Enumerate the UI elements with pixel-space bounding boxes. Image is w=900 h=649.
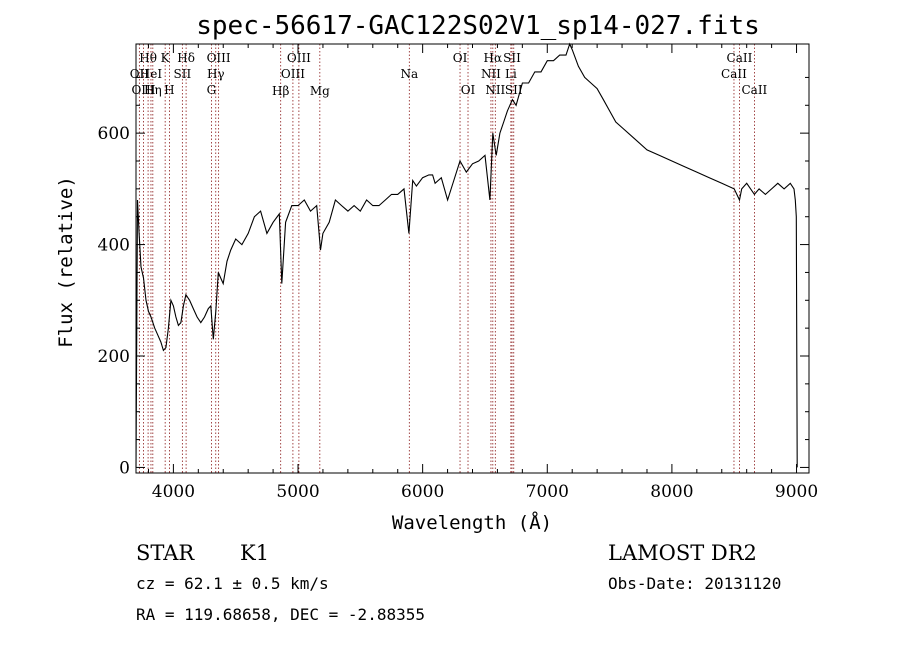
x-tick-label-5000: 5000 xyxy=(276,482,319,502)
line-label-4: Hη xyxy=(144,83,162,97)
line-label-13: OIII xyxy=(287,51,311,65)
line-label-17: OI xyxy=(453,51,468,65)
object-subclass: K1 xyxy=(240,541,269,565)
y-tick-label-600: 600 xyxy=(98,124,130,144)
line-label-20: NII xyxy=(481,67,501,81)
line-label-7: SII xyxy=(174,67,192,81)
line-label-12: Hβ xyxy=(272,84,289,98)
line-label-19: Hα xyxy=(484,51,503,65)
line-label-6: H xyxy=(164,83,174,97)
line-label-14: OIII xyxy=(281,67,305,81)
y-tick-label-0: 0 xyxy=(119,458,130,478)
spectrum-line xyxy=(135,42,798,468)
y-tick-label-400: 400 xyxy=(98,236,130,256)
observation-date: Obs-Date: 20131120 xyxy=(608,574,781,593)
y-axis-ticks: 0 200 400 600 xyxy=(98,76,809,478)
object-class: STAR xyxy=(136,541,195,565)
line-label-1: OII xyxy=(130,67,150,81)
line-label-23: Li xyxy=(505,67,517,81)
line-label-3: HeI xyxy=(140,67,163,81)
line-label-8: Hδ xyxy=(177,51,195,65)
y-tick-label-200: 200 xyxy=(98,347,130,367)
line-label-27: CaII xyxy=(741,83,767,97)
x-tick-label-7000: 7000 xyxy=(526,482,569,502)
line-label-24: SII xyxy=(505,83,523,97)
line-label-15: Mg xyxy=(310,84,330,98)
x-tick-label-9000: 9000 xyxy=(775,482,818,502)
x-tick-label-8000: 8000 xyxy=(650,482,693,502)
line-label-26: CaII xyxy=(721,67,747,81)
line-label-22: SII xyxy=(503,51,521,65)
x-axis-label: Wavelength (Å) xyxy=(392,511,552,534)
line-label-21: NII xyxy=(485,83,505,97)
line-label-10: Hγ xyxy=(207,67,225,81)
x-axis-ticks: 4000 5000 6000 7000 8000 9000 xyxy=(147,44,818,502)
line-label-25: CaII xyxy=(727,51,753,65)
y-axis-label: Flux (relative) xyxy=(55,176,77,348)
x-tick-label-6000: 6000 xyxy=(401,482,444,502)
line-label-18: OI xyxy=(461,83,476,97)
survey-name: LAMOST DR2 xyxy=(608,541,757,565)
line-label-16: Na xyxy=(400,67,418,81)
line-label-9: OIII xyxy=(207,51,231,65)
line-label-5: K xyxy=(161,51,171,65)
line-label-2: OIII xyxy=(131,83,155,97)
line-label-11: G xyxy=(207,83,217,97)
redshift-cz: cz = 62.1 ± 0.5 km/s xyxy=(136,574,329,593)
line-label-0: Hθ xyxy=(139,51,157,65)
chart-title: spec-56617-GAC122S02V1_sp14-027.fits xyxy=(196,11,760,41)
x-tick-label-4000: 4000 xyxy=(152,482,195,502)
coordinates: RA = 119.68658, DEC = -2.88355 xyxy=(136,605,425,624)
